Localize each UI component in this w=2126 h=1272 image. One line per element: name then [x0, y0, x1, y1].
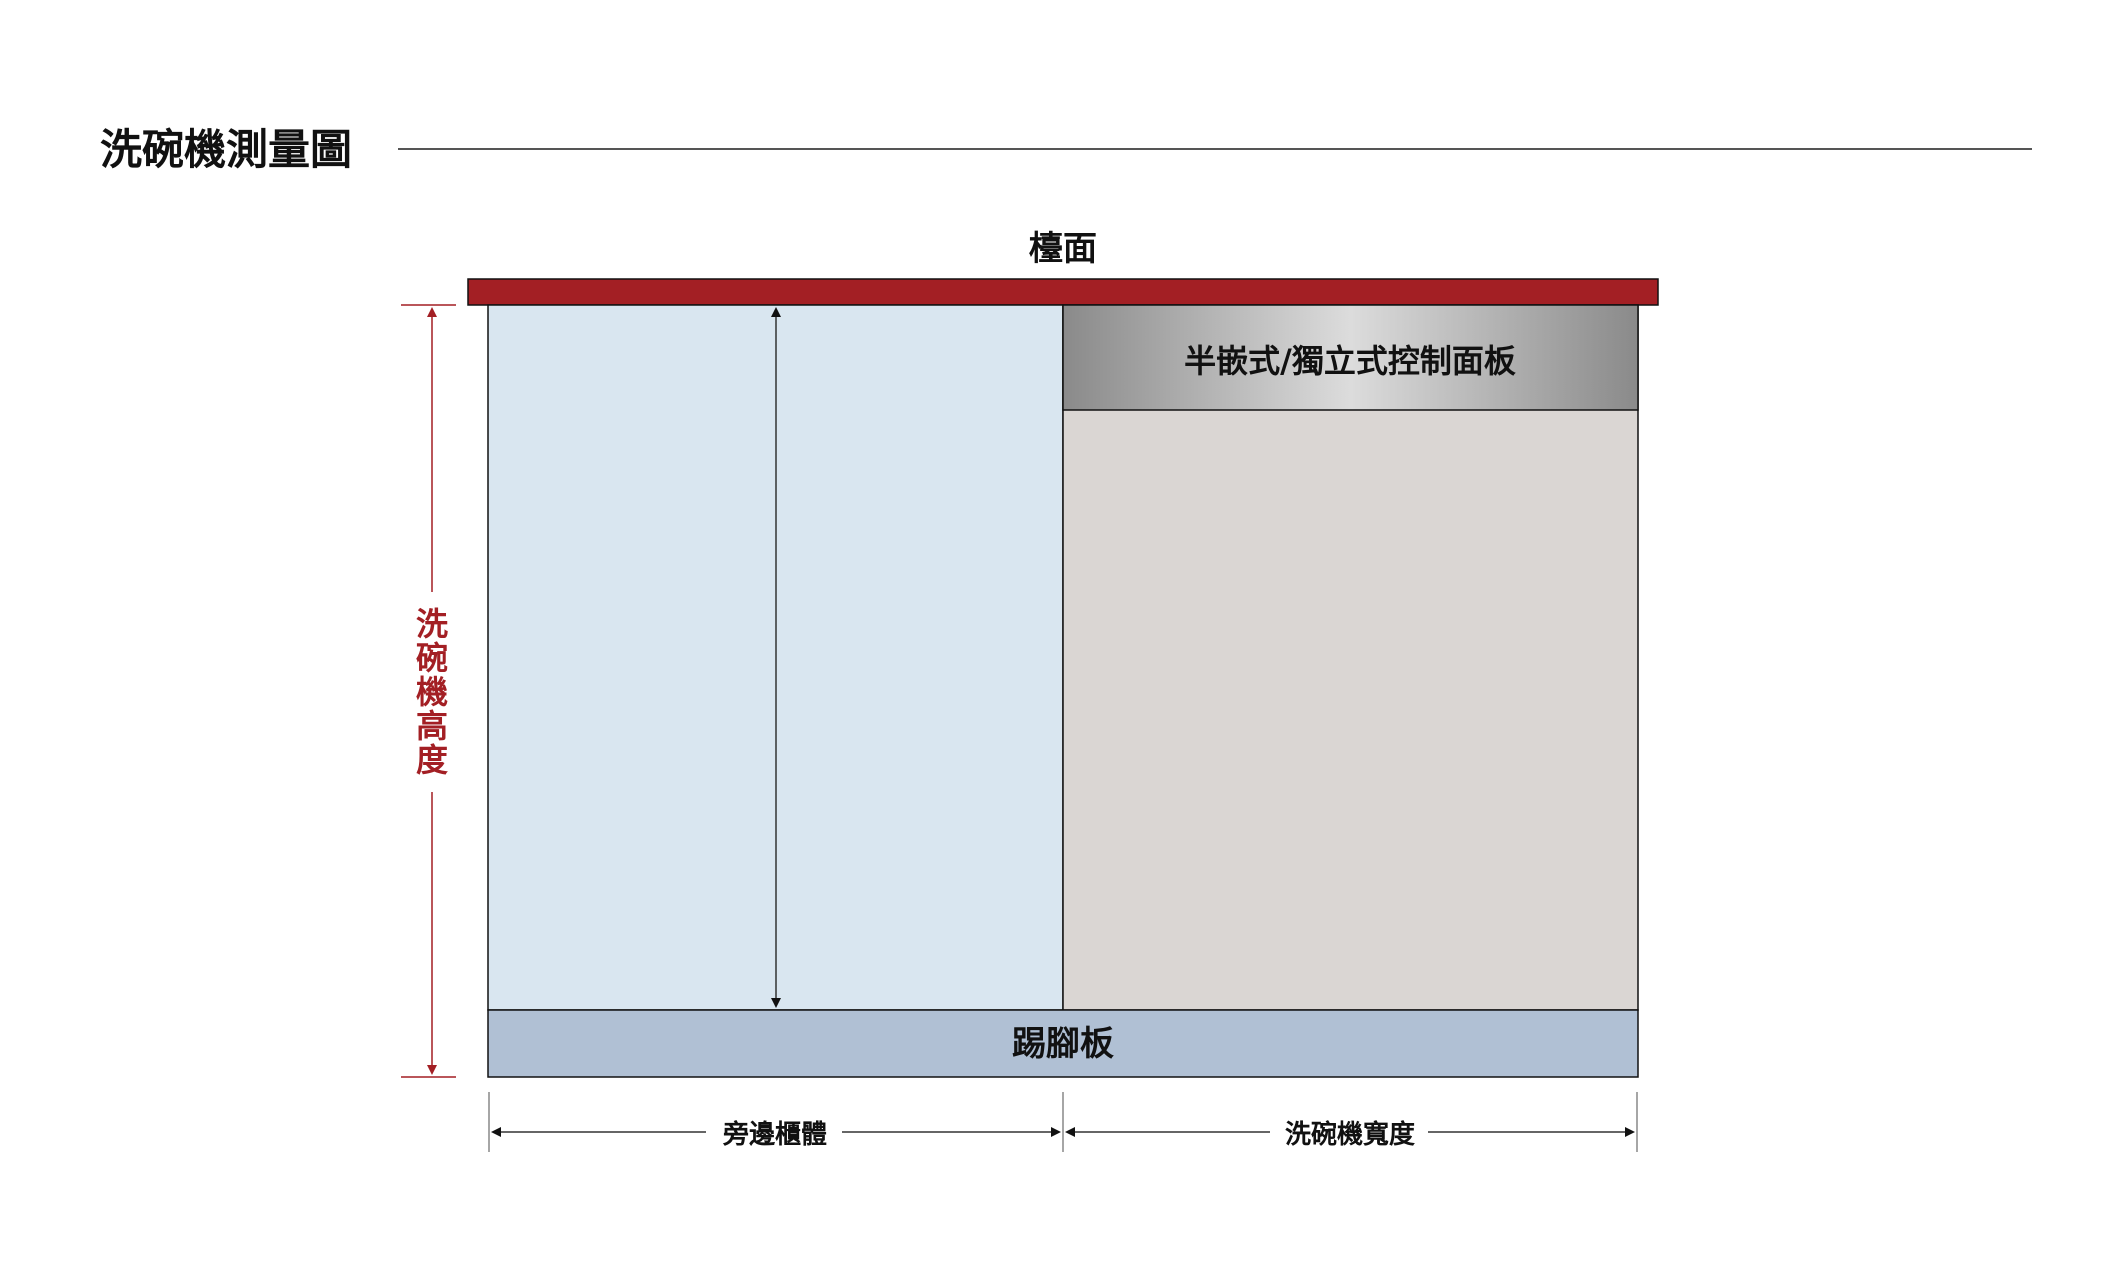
side-cabinet-width-label: 旁邊櫃體: [722, 1119, 827, 1150]
dishwasher-width-label: 洗碗機寬度: [1285, 1119, 1415, 1150]
control-panel-label: 半嵌式/獨立式控制面板: [1184, 342, 1516, 380]
countertop-label: 檯面: [1029, 229, 1097, 269]
kickboard: [487, 1009, 1639, 1078]
page-title: 洗碗機測量圖: [100, 125, 353, 174]
dishwasher-height-label: 洗碗機高度: [416, 605, 448, 779]
dishwasher-body: [1062, 304, 1639, 1011]
countertop-bar: [467, 278, 1659, 306]
kickboard-label: 踢腳板: [1012, 1024, 1114, 1064]
dishwasher-height-dimension: [401, 304, 456, 1078]
dishwasher-width-dimension: [1065, 1127, 1635, 1137]
cabinet-inner-height-arrow: [771, 307, 781, 1008]
title-rule: [398, 148, 2032, 150]
control-panel: [1062, 304, 1639, 411]
width-extension-lines: [488, 1092, 1638, 1152]
side-cabinet-width-dimension: [491, 1127, 1061, 1137]
